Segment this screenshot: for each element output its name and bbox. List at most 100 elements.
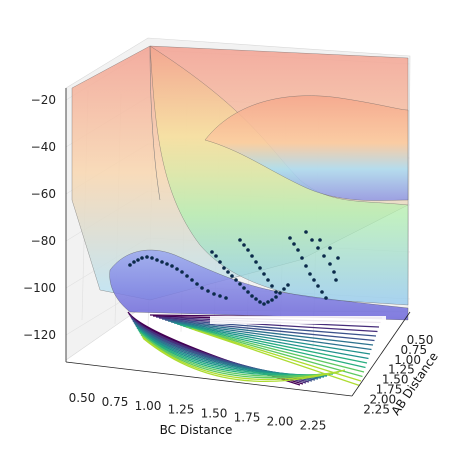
z-tick-label: −120 — [23, 328, 56, 342]
trajectory-point — [230, 274, 234, 278]
trajectory-point — [322, 254, 326, 258]
trajectory-point — [308, 272, 312, 276]
trajectory-point — [226, 270, 230, 274]
trajectory-point — [185, 274, 189, 278]
x-tick-label: 2.00 — [267, 414, 294, 428]
x-tick-label: 0.50 — [69, 391, 96, 405]
trajectory-point — [160, 260, 164, 264]
trajectory-point — [292, 242, 296, 246]
trajectory-point — [262, 272, 266, 276]
trajectory-point — [222, 266, 226, 270]
trajectory-point — [274, 295, 278, 299]
trajectory-point — [224, 296, 228, 300]
trajectory-point — [218, 260, 222, 264]
z-tick-label: −100 — [23, 281, 56, 295]
trajectory-point — [170, 264, 174, 268]
trajectory-point — [200, 286, 204, 290]
trajectory-point — [242, 286, 246, 290]
contour-gap — [210, 316, 386, 324]
trajectory-point — [210, 250, 214, 254]
x-tick-label: 1.25 — [168, 403, 195, 417]
trajectory-point — [310, 238, 314, 242]
trajectory-point — [155, 258, 159, 262]
trajectory-point — [328, 262, 332, 266]
trajectory-point — [238, 282, 242, 286]
axis-lines — [65, 88, 411, 397]
trajectory-point — [246, 290, 250, 294]
y-tick-label: 1.00 — [394, 353, 421, 367]
trajectory-point — [150, 256, 154, 260]
trajectory-point — [266, 300, 270, 304]
trajectory-point — [254, 297, 258, 301]
trajectory-point — [246, 248, 250, 252]
y-tick-label: 1.50 — [382, 373, 409, 387]
trajectory-point — [328, 246, 332, 250]
trajectory-point — [320, 290, 324, 294]
trajectory-point — [266, 278, 270, 282]
contour-projection — [127, 311, 386, 387]
trajectory-point — [304, 230, 308, 234]
trajectory-point — [234, 278, 238, 282]
trajectory-point — [254, 260, 258, 264]
contour-line — [142, 329, 360, 387]
trajectory-point — [270, 298, 274, 302]
trajectory-point — [336, 256, 340, 260]
trajectory-point — [145, 255, 149, 259]
trajectory-point — [300, 256, 304, 260]
z-tick-label: −80 — [31, 234, 56, 248]
trajectory-point — [316, 284, 320, 288]
trajectory-point — [258, 266, 262, 270]
trajectory-point — [136, 258, 140, 262]
y-tick-label: 1.25 — [388, 363, 415, 377]
y-tick-label: 2.25 — [363, 402, 390, 416]
trajectory-point — [334, 278, 338, 282]
y-tick-label: 2.00 — [369, 392, 396, 406]
x-tick-label: 1.50 — [201, 407, 228, 421]
trajectory-point — [242, 243, 246, 247]
trajectory-point — [274, 290, 278, 294]
trajectory-point — [250, 254, 254, 258]
trajectory-point — [238, 238, 242, 242]
trajectory-point — [296, 248, 300, 252]
trajectory-point — [304, 264, 308, 268]
trajectory-point — [332, 270, 336, 274]
trajectory-point — [262, 302, 266, 306]
trajectory-point — [140, 256, 144, 260]
trajectory-point — [258, 300, 262, 304]
trajectory-point — [128, 263, 132, 267]
surface-mesh — [71, 45, 409, 321]
x-tick-label: 1.75 — [234, 411, 261, 425]
z-tick-label: −40 — [31, 140, 56, 154]
z-tick-label: −20 — [31, 93, 56, 107]
x-tick-label: 0.75 — [102, 395, 129, 409]
trajectory-point — [212, 292, 216, 296]
tick-labels: 0.50 0.75 1.00 1.25 1.50 1.75 2.00 2.250.500.75… — [23, 93, 433, 432]
trajectory-point — [195, 282, 199, 286]
trajectory-point — [190, 278, 194, 282]
trajectory-point — [250, 294, 254, 298]
x-tick-label: 2.25 — [300, 418, 327, 432]
trajectory-point — [282, 287, 286, 291]
trajectory-point — [206, 289, 210, 293]
trajectory-point — [180, 270, 184, 274]
trajectory-point — [278, 291, 282, 295]
y-tick-label: 0.75 — [400, 343, 427, 357]
y-tick-label: 1.75 — [376, 383, 403, 397]
trajectory-point — [316, 246, 320, 250]
z-tick-label: −60 — [31, 187, 56, 201]
x-axis-title: BC Distance — [160, 423, 233, 437]
trajectory-point — [286, 283, 290, 287]
trajectory-point — [214, 254, 218, 258]
trajectory-point — [270, 284, 274, 288]
trajectory-point — [165, 262, 169, 266]
trajectory-points — [128, 230, 340, 306]
trajectory-point — [218, 294, 222, 298]
y-tick-label: 0.50 — [407, 333, 434, 347]
trajectory-point — [132, 260, 136, 264]
trajectory-point — [318, 238, 322, 242]
trajectory-point — [324, 296, 328, 300]
trajectory-point — [312, 278, 316, 282]
trajectory-point — [175, 267, 179, 271]
